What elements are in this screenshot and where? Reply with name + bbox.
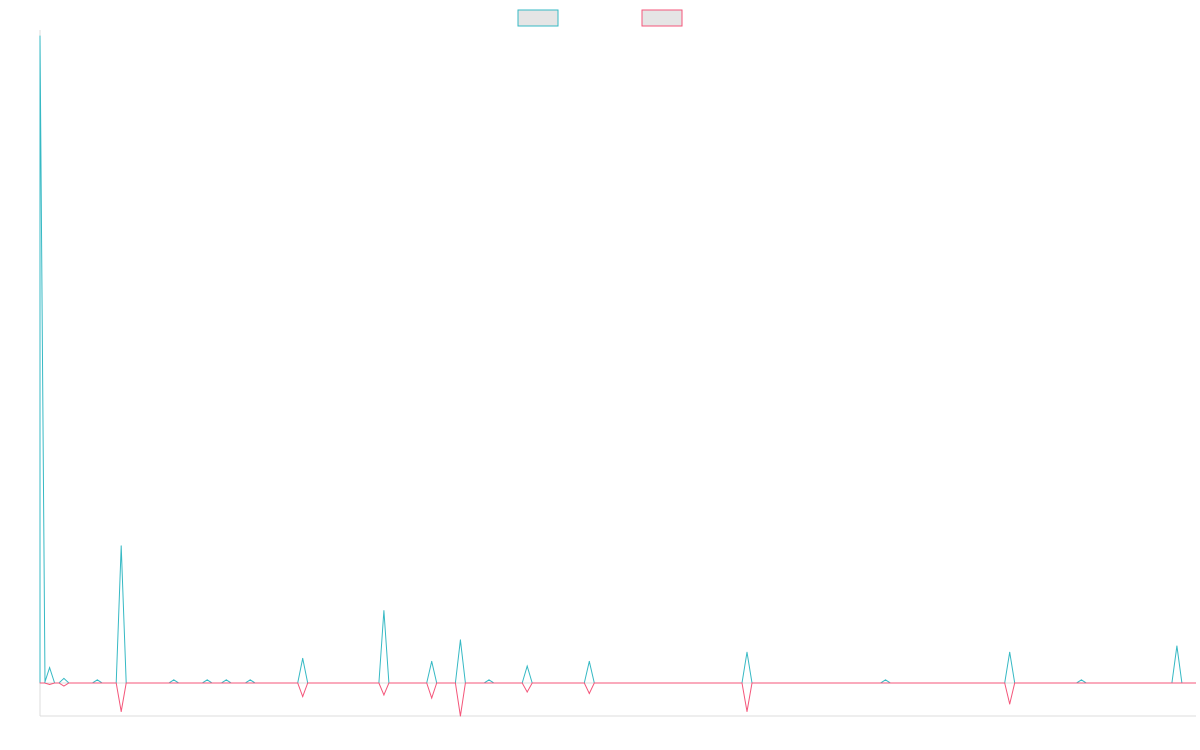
series-2-point bbox=[526, 691, 528, 693]
series-1-point bbox=[120, 545, 122, 547]
series-2-point bbox=[39, 682, 41, 684]
series-2-point bbox=[1176, 682, 1178, 684]
series-1-point bbox=[1080, 679, 1082, 681]
series-1-point bbox=[302, 657, 304, 659]
series-1-point bbox=[173, 679, 175, 681]
series-2-point bbox=[120, 711, 122, 712]
series-1-point bbox=[431, 660, 433, 662]
series-layer bbox=[39, 35, 1196, 717]
series-2-point bbox=[249, 682, 251, 684]
series-1-point bbox=[96, 679, 98, 681]
series-1-point bbox=[39, 35, 41, 37]
series-1-point bbox=[526, 665, 528, 667]
series-2-point bbox=[1009, 703, 1011, 705]
series-2-point bbox=[588, 693, 590, 694]
series-2-point bbox=[49, 684, 51, 685]
legend-swatch-2[interactable] bbox=[641, 9, 683, 27]
series-2-point bbox=[63, 685, 65, 687]
series-2-point bbox=[173, 682, 175, 684]
series-1-point bbox=[249, 679, 251, 681]
series-2-point bbox=[225, 682, 227, 684]
series-1-point bbox=[383, 610, 385, 612]
series-1-point bbox=[885, 679, 886, 681]
series-2-point bbox=[488, 682, 490, 684]
legend-swatch-1[interactable] bbox=[517, 9, 559, 27]
series-2-point bbox=[746, 711, 748, 712]
legend[interactable] bbox=[517, 9, 683, 27]
series-1-point bbox=[63, 677, 65, 679]
series-1-point bbox=[1009, 651, 1011, 653]
series-1-point bbox=[1176, 645, 1178, 647]
series-1-point bbox=[225, 679, 227, 681]
series-2-point bbox=[459, 715, 461, 717]
series-2-point bbox=[1080, 682, 1082, 684]
series-1-point bbox=[206, 679, 208, 681]
series-line-2 bbox=[40, 682, 1196, 717]
series-2-point bbox=[885, 682, 886, 684]
series-2-point bbox=[206, 682, 208, 684]
series-line-1 bbox=[39, 35, 1196, 684]
series-1-point bbox=[459, 639, 461, 641]
series-2-point bbox=[383, 694, 385, 696]
series-2-point bbox=[302, 696, 304, 697]
series-2-point bbox=[431, 697, 433, 699]
series-1-point bbox=[588, 660, 590, 662]
series-1-point bbox=[746, 651, 748, 653]
series-1-point bbox=[488, 679, 490, 681]
series-1-point bbox=[49, 667, 51, 669]
series-2-point bbox=[96, 682, 98, 684]
